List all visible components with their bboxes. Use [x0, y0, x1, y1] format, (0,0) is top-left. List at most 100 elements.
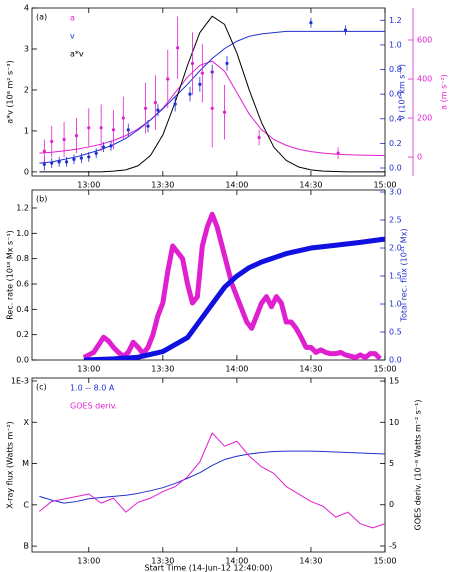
y-tick-label: M: [22, 459, 29, 468]
series-line: [39, 15, 385, 173]
x-tick-label: 14:30: [299, 365, 322, 374]
series-line: [82, 211, 382, 360]
y-tick-label: 2: [24, 85, 29, 94]
plot-area: [39, 15, 385, 173]
y-tick-label: 2.5: [389, 216, 402, 225]
panel: 13:00 13:30 14:00 14:30 15:000.00.20.40.60.8…: [6, 188, 409, 374]
x-tick-label: 13:30: [151, 557, 174, 566]
y2-axis-label: GOES deriv. (10⁻⁸ Watts m⁻² s⁻¹): [414, 400, 423, 531]
x-tick-label: 13:00: [77, 365, 100, 374]
data-point: [156, 108, 160, 112]
data-point: [101, 145, 106, 149]
data-point: [87, 155, 91, 159]
data-point: [173, 102, 177, 106]
data-point: [99, 126, 103, 130]
panel: 13:00 13:30 14:00 14:30 15:00 0 1 2 3 4 0.0 0.2 0.4 0…: [6, 4, 449, 190]
x-tick-label: 13:30: [151, 365, 174, 374]
data-point: [198, 82, 202, 86]
plot-frame: [31, 377, 386, 553]
y-tick-label: 3.0: [389, 188, 402, 197]
y-tick-label: 5: [389, 459, 394, 468]
data-point: [257, 135, 261, 140]
legend-entry: v: [70, 32, 75, 41]
y-tick-label: 1.2: [16, 203, 29, 212]
y-tick-label: 1.0: [389, 40, 402, 49]
y-axis-label: X-ray flux (Watts m⁻²): [6, 421, 15, 509]
y-tick-label: 0.0: [16, 356, 29, 365]
data-point: [42, 149, 46, 153]
x-tick-label: 14:30: [299, 557, 322, 566]
y-tick-label: B: [24, 542, 30, 551]
series-line: [39, 450, 385, 504]
legend-entry: 1.0 -- 8.0 A: [70, 384, 115, 393]
panel: 13:00 13:30 14:00 14:30 15:00 B C M X 1E-3 -5 0 5 10 1…: [6, 376, 423, 572]
y-tick-label: 1E-3: [11, 376, 29, 385]
y-tick-label: -5: [389, 541, 397, 550]
y3-axis-label: a (m s⁻²): [440, 74, 449, 110]
data-point: [166, 77, 170, 81]
data-point: [64, 160, 69, 164]
data-point: [94, 151, 98, 155]
legend-entry: a*v: [70, 50, 84, 59]
y-tick-label: 200: [417, 114, 432, 123]
y-tick-label: 2.0: [389, 244, 402, 253]
x-tick-label: 14:00: [225, 181, 248, 190]
plot-area: [82, 211, 385, 360]
y-axis-label: a*v (10⁸ m² s⁻³): [6, 60, 15, 124]
data-point: [126, 128, 130, 132]
y-tick-label: 0.0: [389, 164, 402, 173]
y-tick-label: 0.8: [389, 65, 402, 74]
data-point: [176, 46, 180, 50]
data-point: [146, 124, 150, 128]
data-point: [143, 106, 148, 110]
data-point: [50, 161, 54, 165]
plot-frame: [31, 189, 386, 361]
y-tick-label: 3: [24, 44, 29, 53]
y-tick-label: 400: [417, 75, 432, 84]
data-point: [62, 137, 66, 142]
data-point: [225, 61, 229, 65]
series-line: [39, 30, 385, 164]
y-tick-label: 0.5: [389, 328, 402, 337]
legend-entry: GOES deriv.: [70, 402, 117, 411]
y-tick-label: 0.4: [16, 305, 29, 314]
y-tick-label: 0.6: [389, 90, 402, 99]
data-point: [309, 21, 313, 25]
x-tick-label: 13:00: [77, 181, 100, 190]
data-point: [57, 160, 61, 164]
data-point: [121, 116, 125, 120]
y-tick-label: 600: [417, 36, 432, 45]
x-tick-label: 15:00: [373, 557, 396, 566]
data-point: [87, 126, 91, 130]
y-tick-label: 0.6: [16, 279, 29, 288]
x-tick-label: 13:00: [77, 557, 100, 566]
series-line: [39, 432, 385, 529]
y-axis-label: Rec. rate (10¹⁸ Mx s⁻¹): [6, 230, 15, 320]
panel-label: (c): [36, 383, 47, 392]
x-tick-label: 13:30: [151, 181, 174, 190]
y-tick-label: X: [24, 418, 30, 427]
data-point: [109, 144, 113, 148]
x-tick-label: 14:30: [299, 181, 322, 190]
data-point: [74, 134, 79, 138]
data-point: [188, 92, 192, 96]
x-tick-label: 14:00: [225, 365, 248, 374]
y-tick-label: 0.4: [389, 114, 402, 123]
y-tick-label: 0.2: [16, 330, 29, 339]
y-tick-label: 0: [389, 500, 394, 509]
series-line: [39, 60, 385, 157]
data-point: [343, 28, 348, 32]
panel-label: (b): [36, 195, 47, 204]
data-point: [190, 61, 195, 66]
y-tick-label: 0.0: [389, 356, 402, 365]
y2-axis-label: v (10³ km s⁻¹): [398, 64, 407, 120]
y-tick-label: 15: [389, 377, 399, 386]
legend-entry: a: [70, 14, 75, 23]
y-tick-label: 1: [24, 126, 29, 135]
y-tick-label: 1.5: [389, 272, 402, 281]
y-tick-label: 4: [24, 4, 29, 13]
y-tick-label: 10: [389, 418, 399, 427]
data-point: [153, 100, 158, 105]
data-point: [111, 128, 116, 132]
